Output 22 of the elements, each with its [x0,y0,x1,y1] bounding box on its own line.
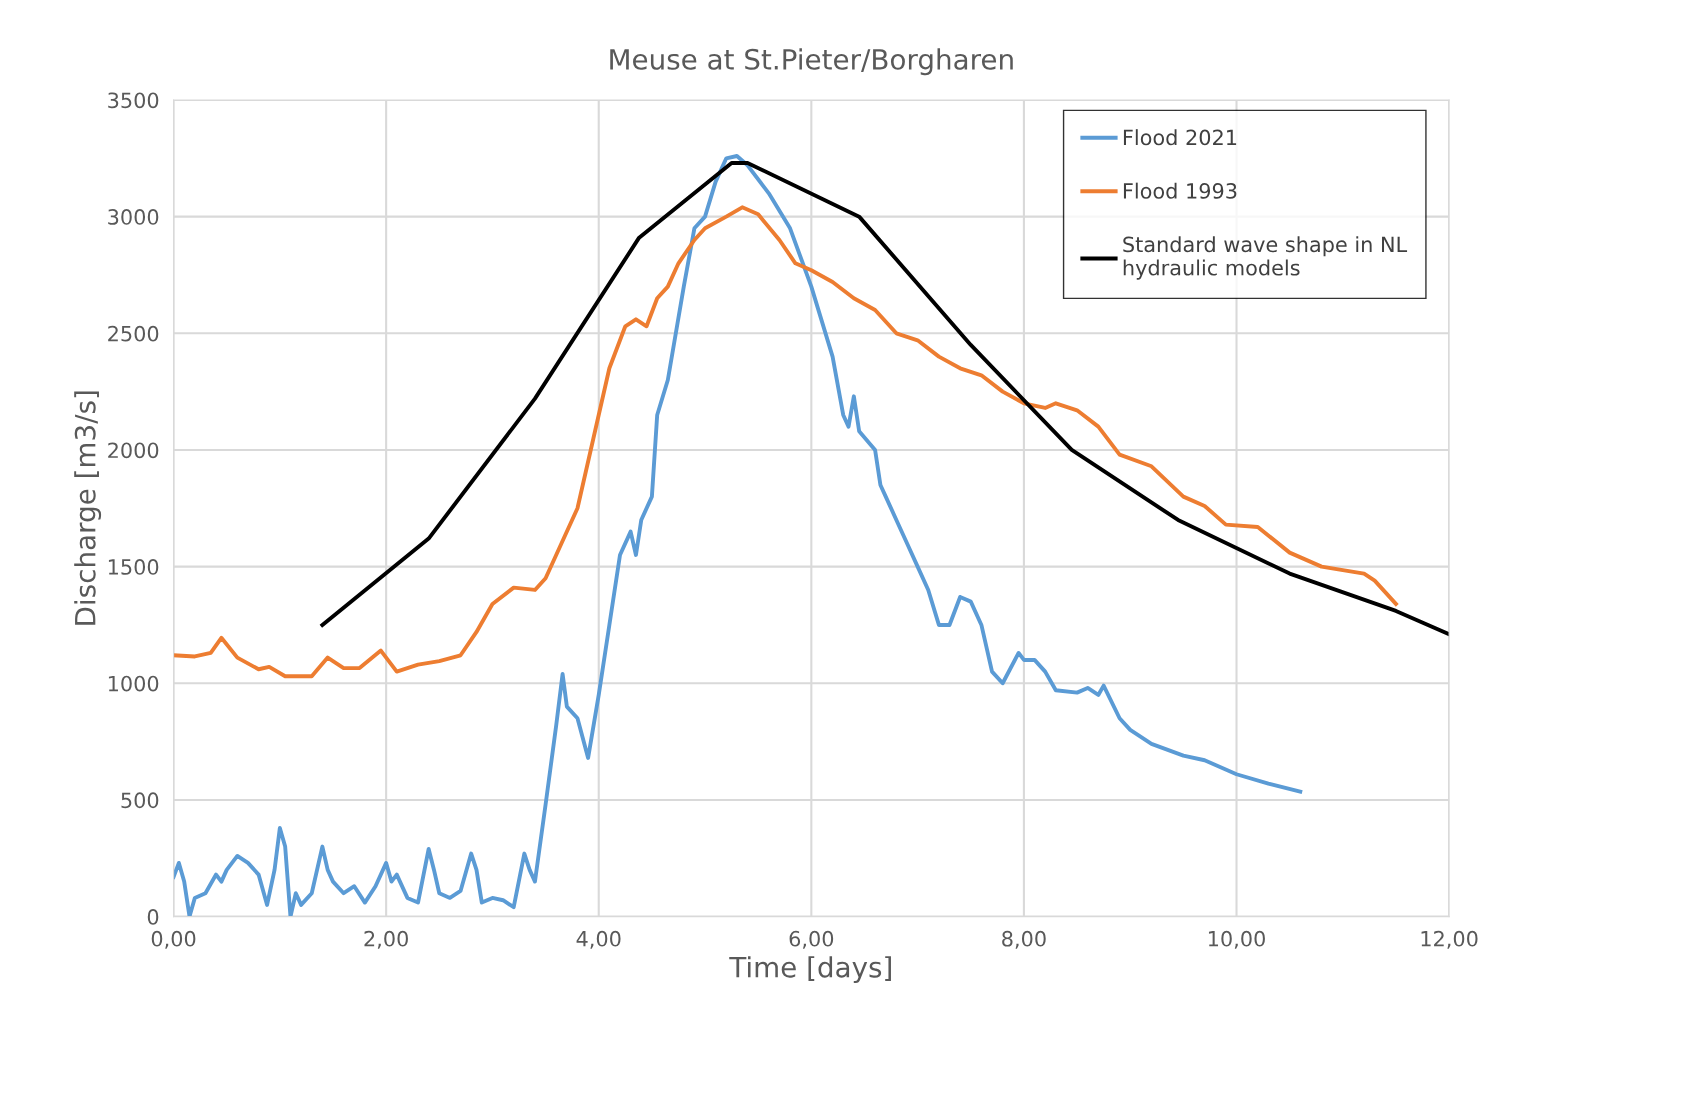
line-series [320,161,1450,637]
x-tick-label: 4,00 [576,930,621,949]
y-tick-label: 3000 [108,209,159,225]
x-tick-label: 8,00 [1002,930,1046,949]
y-tick-label: 500 [121,792,159,809]
legend-label: Standard wave shape in NL hydraulic models [1123,236,1408,280]
x-tick-label: 12,00 [1421,930,1478,949]
y-tick-label: 1500 [108,559,159,575]
x-tick-label: 2,00 [364,930,408,949]
y-tick-label: 2000 [108,442,159,459]
y-tick-label: 0 [147,909,159,925]
legend-label: Flood 2021 [1123,129,1237,146]
y-tick-label: 1000 [108,675,159,692]
x-axis-title: Time [days] [729,956,891,984]
legend-label: Flood 1993 [1123,182,1237,199]
x-tick-label: 10,00 [1208,930,1265,949]
x-tick-label: 6,00 [789,930,834,949]
y-tick-label: 3500 [108,92,159,109]
chart-title: Meuse at St.Pieter/Borgharen [610,48,1013,76]
y-tick-label: 2500 [108,325,159,342]
y-axis-title: Discharge [m3/s] [74,391,102,625]
x-tick-label: 0,00 [151,930,196,949]
